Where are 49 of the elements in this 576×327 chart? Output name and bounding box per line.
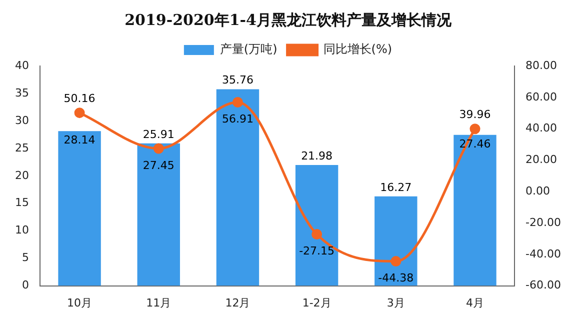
x-tick-label: 1-2月 (302, 296, 332, 310)
bar (374, 196, 418, 286)
y-tick-label: 20 (14, 168, 29, 182)
legend-label: 产量(万吨) (220, 42, 278, 56)
point (470, 124, 480, 134)
bar (137, 143, 180, 286)
y2-tick-label: 40.00 (526, 122, 558, 135)
y-tick-label: 30 (14, 114, 29, 127)
data-label: 16.27 (380, 180, 412, 194)
bar (454, 134, 496, 286)
bar (216, 89, 260, 286)
data-label: 35.76 (222, 74, 254, 87)
x-tick-label: 11月 (146, 296, 172, 310)
data-label: 27.45 (142, 158, 174, 172)
data-label: -27.15 (299, 244, 335, 258)
data-label: 28.14 (64, 134, 96, 147)
data-label: -44.38 (378, 272, 414, 285)
legend-label: 同比增长(%) (323, 42, 392, 56)
point (312, 228, 322, 240)
y2-tick-label: 0.00 (526, 184, 550, 198)
x-tick-label: 3月 (386, 296, 405, 310)
point (390, 256, 402, 267)
x-tick-label: 10月 (67, 296, 92, 310)
y2-tick-label: 20.00 (526, 153, 558, 166)
y2-tick-label: -60.00 (526, 278, 562, 292)
point (153, 143, 164, 154)
x-tick-label: 4月 (466, 296, 484, 310)
bar (58, 131, 101, 286)
data-label: 56.91 (222, 112, 254, 126)
point (232, 97, 243, 108)
y-tick-label: 40 (14, 58, 29, 72)
y-tick-label: 10 (14, 224, 29, 237)
y-tick-label: 15 (14, 196, 29, 210)
y2-tick-label: -20.00 (526, 216, 562, 229)
bar (295, 165, 338, 286)
y-tick-label: 35 (14, 86, 29, 100)
y-tick-label: 25 (14, 141, 29, 154)
y2-tick-label: 80.00 (526, 58, 558, 72)
chart-title: 2019-2020年1-4月黑龙江饮料产量及增长情况 (124, 10, 452, 29)
data-label: 39.96 (459, 108, 491, 122)
data-label: 50.16 (64, 92, 96, 106)
y2-tick-label: 60.00 (526, 90, 558, 104)
y-tick-label: 5 (22, 251, 29, 264)
y-tick-label: 0 (22, 278, 29, 292)
point (74, 108, 85, 118)
y2-tick-label: -40.00 (526, 247, 562, 260)
data-label: 25.91 (142, 128, 174, 141)
data-label: 21.98 (301, 149, 333, 162)
x-tick-label: 12月 (225, 296, 250, 310)
